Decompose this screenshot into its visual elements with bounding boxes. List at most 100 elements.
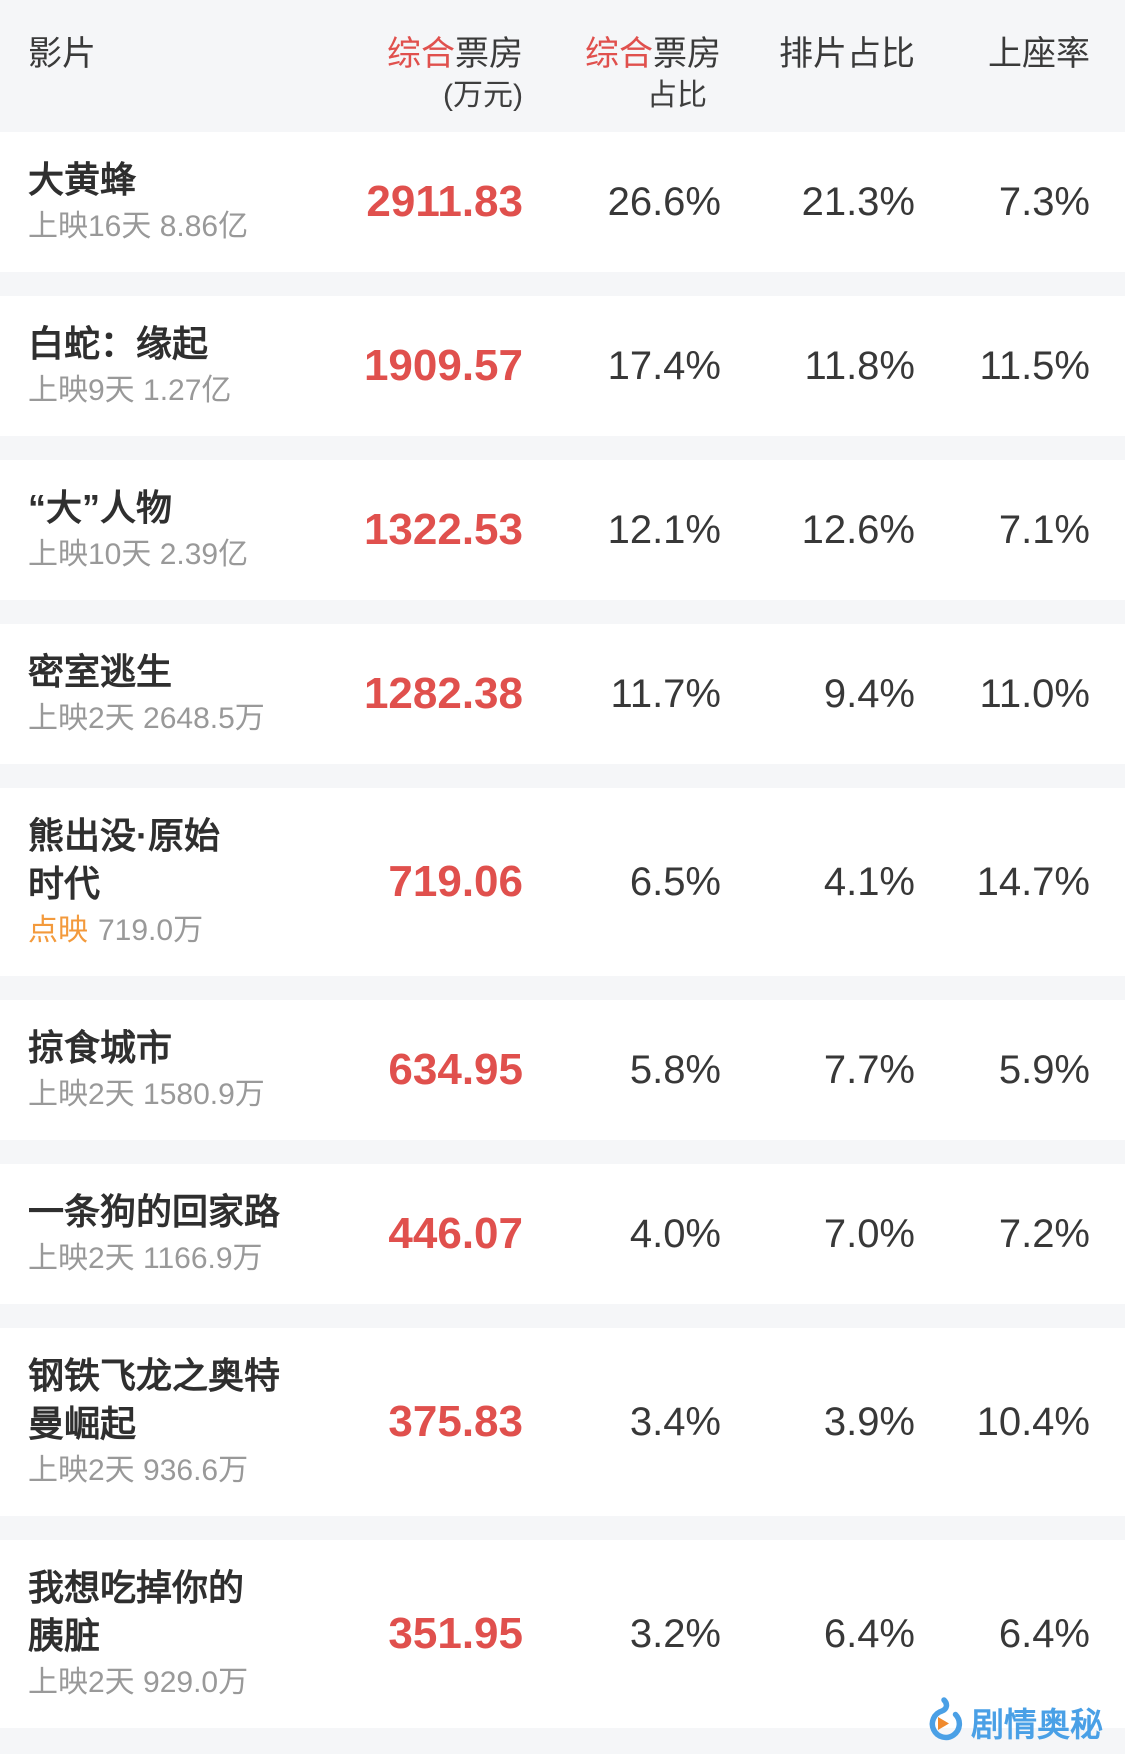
- release-info: 上映2天 1166.9万: [28, 1242, 263, 1275]
- share-rest-text: 票房: [653, 35, 721, 73]
- attendance-value: 11.0%: [979, 671, 1090, 716]
- gross-share-value: 3.2%: [629, 1611, 721, 1656]
- column-header-attendance: 上座率: [988, 35, 1090, 73]
- screening-share-value: 6.4%: [823, 1611, 915, 1656]
- attendance-value: 11.5%: [979, 343, 1090, 388]
- film-cell: “大”人物 上映10天 2.39亿: [28, 484, 328, 576]
- gross-value: 634.95: [388, 1045, 523, 1094]
- film-subtitle: 上映2天 2648.5万: [28, 698, 328, 740]
- table-row[interactable]: 一条狗的回家路 上映2天 1166.9万 446.07 4.0% 7.0% 7.…: [0, 1164, 1125, 1304]
- screening-share-value: 11.8%: [804, 343, 915, 388]
- gross-share-value: 5.8%: [629, 1047, 721, 1092]
- film-title: 大黄蜂: [28, 159, 137, 200]
- table-row[interactable]: “大”人物 上映10天 2.39亿 1322.53 12.1% 12.6% 7.…: [0, 460, 1125, 600]
- column-header-screening-share: 排片占比: [779, 35, 915, 73]
- screening-share-value: 7.0%: [823, 1211, 915, 1256]
- screening-share-value: 7.7%: [823, 1047, 915, 1092]
- table-row[interactable]: 掠食城市 上映2天 1580.9万 634.95 5.8% 7.7% 5.9%: [0, 1000, 1125, 1140]
- column-header-gross-share-label: 综合票房: [523, 32, 721, 76]
- gross-accent-text: 综合: [387, 35, 455, 73]
- table-row[interactable]: 白蛇：缘起 上映9天 1.27亿 1909.57 17.4% 11.8% 11.…: [0, 296, 1125, 436]
- film-cell: 掠食城市 上映2天 1580.9万: [28, 1024, 328, 1116]
- gross-share-value: 17.4%: [607, 343, 721, 388]
- attendance-value: 7.2%: [998, 1211, 1090, 1256]
- table-header: 影片 综合票房 (万元) 综合票房 占比 排片占比 上座率: [0, 0, 1125, 132]
- film-subtitle: 上映16天 8.86亿: [28, 206, 328, 248]
- table-row[interactable]: 大黄蜂 上映16天 8.86亿 2911.83 26.6% 21.3% 7.3%: [0, 132, 1125, 272]
- gross-value: 1322.53: [363, 505, 523, 554]
- film-subtitle: 上映2天 929.0万: [28, 1662, 328, 1704]
- column-header-gross-share: 综合票房 占比: [523, 32, 721, 116]
- screening-share-value: 12.6%: [801, 507, 915, 552]
- release-info: 上映2天 1580.9万: [28, 1078, 265, 1111]
- screening-share-value: 4.1%: [823, 859, 915, 904]
- film-title: 熊出没·原始 时代: [28, 815, 220, 904]
- screening-share-value: 21.3%: [801, 179, 915, 224]
- film-title: 掠食城市: [28, 1027, 173, 1068]
- gross-value: 351.95: [388, 1609, 523, 1658]
- release-info: 上映16天 8.86亿: [28, 210, 249, 243]
- release-tag: 点映: [28, 914, 88, 947]
- attendance-value: 7.3%: [998, 179, 1090, 224]
- gross-share-value: 11.7%: [610, 671, 721, 716]
- film-subtitle: 上映2天 936.6万: [28, 1450, 328, 1492]
- gross-share-value: 3.4%: [629, 1399, 721, 1444]
- film-title: “大”人物: [28, 487, 173, 528]
- gross-value: 446.07: [388, 1209, 523, 1258]
- release-info: 上映2天 936.6万: [28, 1454, 249, 1487]
- attendance-value: 5.9%: [998, 1047, 1090, 1092]
- film-title: 白蛇：缘起: [28, 323, 209, 364]
- column-header-gross-share-line2: 占比: [647, 79, 707, 112]
- film-subtitle: 上映2天 1580.9万: [28, 1074, 328, 1116]
- column-header-gross-label: 综合票房: [328, 32, 523, 76]
- attendance-value: 6.4%: [998, 1611, 1090, 1656]
- gross-share-value: 4.0%: [629, 1211, 721, 1256]
- gross-rest-text: 票房: [455, 35, 523, 73]
- gross-value: 1282.38: [363, 669, 523, 718]
- gross-share-value: 6.5%: [629, 859, 721, 904]
- attendance-value: 10.4%: [976, 1399, 1090, 1444]
- gross-share-value: 12.1%: [607, 507, 721, 552]
- release-info: 上映2天 2648.5万: [28, 702, 265, 735]
- column-header-gross-unit: (万元): [443, 79, 523, 112]
- share-accent-text: 综合: [585, 35, 653, 73]
- film-cell: 熊出没·原始 时代 点映 719.0万: [28, 812, 328, 952]
- film-title: 我想吃掉你的 胰脏: [28, 1567, 245, 1656]
- release-info: 上映10天 2.39亿: [28, 538, 249, 571]
- film-cell: 我想吃掉你的 胰脏 上映2天 929.0万: [28, 1564, 328, 1704]
- release-info: 719.0万: [98, 914, 204, 947]
- table-row[interactable]: 钢铁飞龙之奥特 曼崛起 上映2天 936.6万 375.83 3.4% 3.9%…: [0, 1328, 1125, 1516]
- film-subtitle: 上映2天 1166.9万: [28, 1238, 328, 1280]
- film-title: 钢铁飞龙之奥特 曼崛起: [28, 1355, 281, 1444]
- gross-value: 719.06: [388, 857, 523, 906]
- table-row[interactable]: 我想吃掉你的 胰脏 上映2天 929.0万 351.95 3.2% 6.4% 6…: [0, 1540, 1125, 1728]
- film-cell: 大黄蜂 上映16天 8.86亿: [28, 156, 328, 248]
- table-row[interactable]: 熊出没·原始 时代 点映 719.0万 719.06 6.5% 4.1% 14.7…: [0, 788, 1125, 976]
- column-header-film: 影片: [28, 35, 96, 73]
- gross-value: 375.83: [388, 1397, 523, 1446]
- film-cell: 密室逃生 上映2天 2648.5万: [28, 648, 328, 740]
- gross-value: 1909.57: [363, 341, 523, 390]
- film-subtitle: 点映 719.0万: [28, 910, 328, 952]
- play-swoosh-logo-icon: [921, 1697, 965, 1746]
- film-subtitle: 上映10天 2.39亿: [28, 534, 328, 576]
- attendance-value: 7.1%: [998, 507, 1090, 552]
- film-cell: 白蛇：缘起 上映9天 1.27亿: [28, 320, 328, 412]
- screening-share-value: 3.9%: [823, 1399, 915, 1444]
- gross-share-value: 26.6%: [607, 179, 721, 224]
- gross-value: 2911.83: [366, 177, 523, 226]
- column-header-gross: 综合票房 (万元): [328, 32, 523, 116]
- watermark: 剧情奥秘: [921, 1697, 1103, 1746]
- film-subtitle: 上映9天 1.27亿: [28, 370, 328, 412]
- film-cell: 钢铁飞龙之奥特 曼崛起 上映2天 936.6万: [28, 1352, 328, 1492]
- film-title: 一条狗的回家路: [28, 1191, 281, 1232]
- film-cell: 一条狗的回家路 上映2天 1166.9万: [28, 1188, 328, 1280]
- table-body: 大黄蜂 上映16天 8.86亿 2911.83 26.6% 21.3% 7.3%…: [0, 132, 1125, 1728]
- attendance-value: 14.7%: [976, 859, 1090, 904]
- release-info: 上映9天 1.27亿: [28, 374, 232, 407]
- release-info: 上映2天 929.0万: [28, 1666, 249, 1699]
- table-row[interactable]: 密室逃生 上映2天 2648.5万 1282.38 11.7% 9.4% 11.…: [0, 624, 1125, 764]
- film-title: 密室逃生: [28, 651, 173, 692]
- watermark-text: 剧情奥秘: [971, 1705, 1103, 1743]
